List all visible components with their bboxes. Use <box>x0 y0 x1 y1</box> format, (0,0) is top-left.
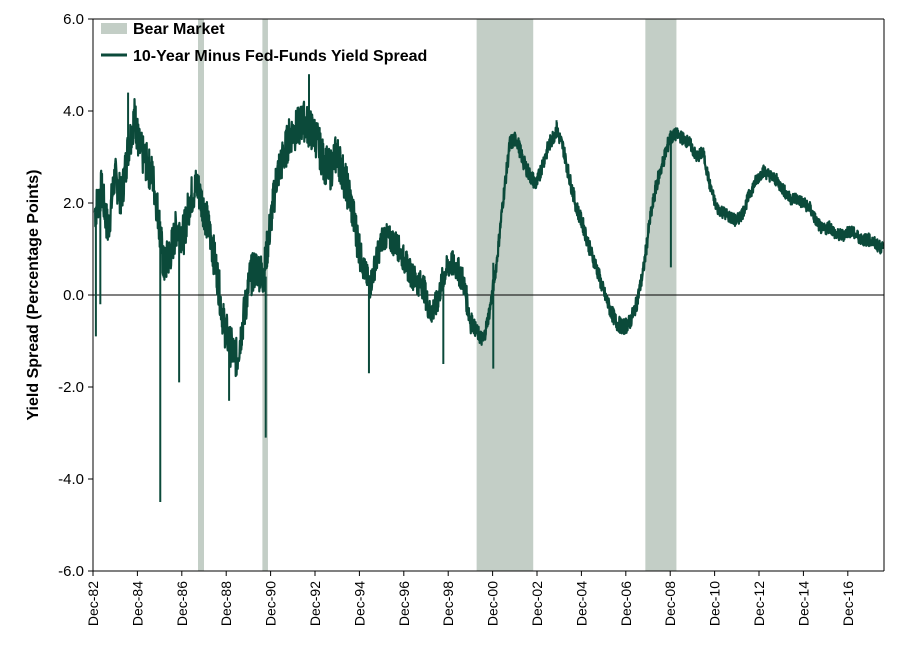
x-tick-label: Dec-92 <box>307 581 323 626</box>
legend-label-yield-spread: 10-Year Minus Fed-Funds Yield Spread <box>133 48 427 65</box>
y-tick-label: -2.0 <box>58 379 84 396</box>
x-tick-label: Dec-88 <box>218 581 234 626</box>
y-tick-label: 4.0 <box>63 103 84 120</box>
yield-spread-series <box>93 74 884 502</box>
x-tick-label: Dec-04 <box>573 581 589 626</box>
x-tick-label: Dec-10 <box>707 581 723 626</box>
x-tick-label: Dec-02 <box>529 581 545 626</box>
x-tick-label: Dec-00 <box>485 581 501 626</box>
x-tick-label: Dec-86 <box>174 581 190 626</box>
x-tick-label: Dec-84 <box>129 581 145 626</box>
y-axis-ticks: 6.0 4.0 2.0 0.0 -2.0 -4.0 -6.0 <box>58 11 93 580</box>
series-line-yield-spread <box>93 97 884 378</box>
y-tick-label: 2.0 <box>63 195 84 212</box>
x-tick-label: Dec-98 <box>440 581 456 626</box>
x-tick-label: Dec-14 <box>795 581 811 626</box>
x-tick-label: Dec-96 <box>396 581 412 626</box>
legend-label-bear-market: Bear Market <box>133 21 225 38</box>
legend-swatch-bear-market <box>101 23 127 34</box>
x-tick-label: Dec-16 <box>840 581 856 626</box>
y-tick-label: 0.0 <box>63 287 84 304</box>
y-tick-label: 6.0 <box>63 11 84 28</box>
y-tick-label: -4.0 <box>58 471 84 488</box>
x-tick-label: Dec-82 <box>85 581 101 626</box>
y-tick-label: -6.0 <box>58 563 84 580</box>
x-tick-label: Dec-90 <box>263 581 279 626</box>
x-tick-label: Dec-12 <box>751 581 767 626</box>
x-axis-ticks: Dec-82 Dec-84 Dec-86 Dec-88 Dec-90 Dec-92 Dec-… <box>85 571 856 626</box>
chart-legend: Bear Market 10-Year Minus Fed-Funds Yiel… <box>101 21 427 65</box>
x-tick-label: Dec-94 <box>351 581 367 626</box>
y-axis-label: Yield Spread (Percentage Points) <box>25 169 42 420</box>
x-tick-label: Dec-08 <box>662 581 678 626</box>
x-tick-label: Dec-06 <box>618 581 634 626</box>
